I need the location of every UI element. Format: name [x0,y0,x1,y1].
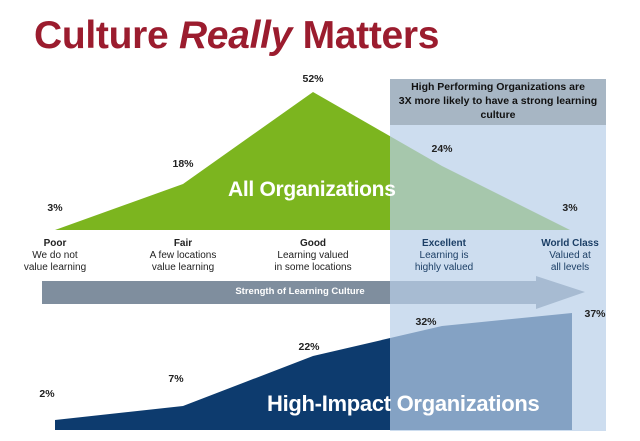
level-desc-2: highly valued [414,262,474,273]
high-impact-organizations-label: High-Impact Organizations [267,391,540,416]
level-desc-1: Learning valued [277,250,349,261]
level-name: Good [299,238,327,249]
level-desc-2: value learning [23,262,87,273]
level-desc-1: A few locations [149,250,217,261]
level-good: Good Learning valued in some locations [258,238,368,274]
level-poor: Poor We do not value learning [0,238,110,274]
level-desc-2: all levels [550,262,590,273]
all-organizations-label: All Organizations [228,178,396,201]
high-impact-value-fair: 7% [168,373,184,385]
level-desc-1: We do not [32,250,78,261]
callout-line-2: 3X more likely to have a strong learning [398,95,598,107]
level-name: World Class [541,238,599,249]
level-desc-1: Learning is [419,250,469,261]
all-orgs-value-poor: 3% [47,202,63,214]
level-desc-2: in some locations [274,262,352,273]
callout-line-3: culture [480,109,516,121]
level-excellent: Excellent Learning is highly valued [389,238,499,274]
all-orgs-value-world-class: 3% [562,202,578,214]
all-orgs-value-fair: 18% [172,158,194,170]
callout-line-1: High Performing Organizations are [411,81,585,93]
title-emphasis: Really [178,14,293,57]
level-name: Fair [173,238,193,249]
high-impact-value-world-class: 37% [584,308,606,320]
all-orgs-value-excellent: 24% [431,143,453,155]
title-text-end: Matters [292,14,440,57]
level-name: Excellent [422,238,466,249]
callout-text: High Performing Organizations are 3X mor… [392,80,604,122]
arrow-label: Strength of Learning Culture [235,286,365,297]
level-desc-1: Valued at [549,250,591,261]
high-impact-value-excellent: 32% [415,316,437,328]
level-desc-2: value learning [151,262,215,273]
title-text: Culture [34,14,179,57]
high-performing-highlight [390,79,606,431]
page-title: Culture Really Matters [34,14,440,58]
level-world-class: World Class Valued at all levels [515,238,625,274]
all-orgs-value-good: 52% [302,73,324,85]
level-name: Poor [43,238,67,249]
callout-header-box [390,79,606,125]
level-fair: Fair A few locations value learning [128,238,238,274]
high-impact-value-good: 22% [298,341,320,353]
high-impact-value-poor: 2% [39,388,55,400]
